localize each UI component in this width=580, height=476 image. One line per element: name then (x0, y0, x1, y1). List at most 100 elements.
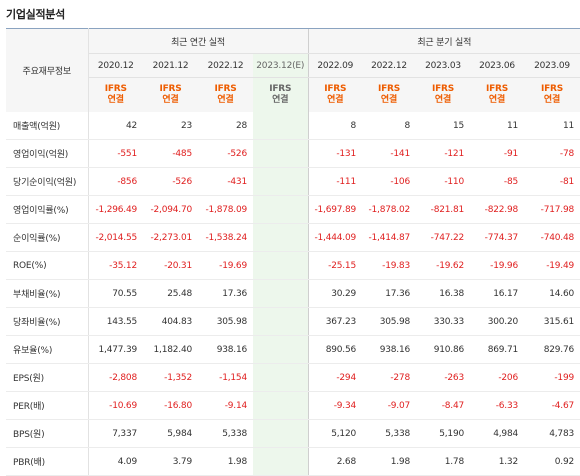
table-cell: -106 (362, 167, 416, 196)
standard-ifrs: IFRS (540, 84, 564, 94)
table-row: ROE(%) -35.12 -20.31 -19.69 -25.15 -19.83 -19.… (6, 251, 580, 280)
table-row: 순이익률(%) -2,014.55 -2,273.01 -1,538.24 -1,444… (6, 223, 580, 252)
table-cell: 42 (88, 112, 143, 140)
table-cell: 4.09 (88, 447, 143, 476)
standard-consolidated: 연결 (380, 95, 398, 105)
table-cell: 23 (143, 112, 198, 140)
table-cell: -4.67 (524, 391, 580, 420)
period-header: 2023.09 (524, 53, 580, 78)
table-cell: 16.17 (470, 279, 524, 308)
row-label: 당기순이익(억원) (6, 167, 89, 196)
table-cell: -9.34 (307, 391, 362, 420)
table-cell: -2,808 (88, 363, 143, 392)
standard-ifrs: IFRS (485, 84, 509, 94)
row-label: 유보율(%) (6, 335, 89, 364)
table-cell: 8 (307, 112, 362, 140)
table-cell: -856 (88, 167, 143, 196)
table-cell: 7,337 (88, 419, 143, 448)
standard-consolidated: 연결 (488, 95, 506, 105)
row-header: 주요재무정보 (6, 28, 89, 112)
table-cell: -81 (524, 167, 580, 196)
table-cell: 17.36 (362, 279, 416, 308)
period-header: 2021.12 (143, 53, 198, 78)
table-cell: 30.29 (307, 279, 362, 308)
row-label: 매출액(억원) (6, 112, 89, 140)
standard-ifrs: IFRS (214, 84, 237, 94)
table-cell: -9.14 (198, 391, 253, 420)
table-cell (253, 279, 308, 308)
table-cell: -1,878.09 (198, 195, 253, 224)
table-cell: -2,273.01 (143, 223, 198, 252)
table-cell: 70.55 (88, 279, 143, 308)
table-cell: -199 (524, 363, 580, 392)
table-cell (253, 307, 308, 336)
accounting-standard: IFRS 연결 (143, 77, 198, 112)
table-cell: -19.49 (524, 251, 580, 280)
row-label: 영업이익률(%) (6, 195, 89, 224)
row-label: BPS(원) (6, 419, 89, 448)
table-cell (253, 167, 308, 196)
table-cell: -141 (362, 139, 416, 168)
table-cell: 5,190 (416, 419, 470, 448)
standard-ifrs: IFRS (104, 84, 127, 94)
table-row: 부채비율(%) 70.55 25.48 17.36 30.29 17.36 16.38 16.… (6, 279, 580, 308)
table-cell: -206 (470, 363, 524, 392)
table-cell: 5,338 (362, 419, 416, 448)
table-cell: -1,878.02 (362, 195, 416, 224)
accounting-standard: IFRS 연결 (198, 77, 253, 112)
table-cell: 315.61 (524, 307, 580, 336)
table-cell: -19.83 (362, 251, 416, 280)
table-cell: 14.60 (524, 279, 580, 308)
table-cell: 367.23 (307, 307, 362, 336)
table-cell (253, 139, 308, 168)
standard-ifrs: IFRS (377, 84, 401, 94)
accounting-standard: IFRS 연결 (88, 77, 143, 112)
table-cell: -35.12 (88, 251, 143, 280)
table-cell: 869.71 (470, 335, 524, 364)
group-quarterly-header: 최근 분기 실적 (307, 28, 580, 54)
accounting-standard: IFRS 연결 (470, 77, 524, 112)
table-cell: -822.98 (470, 195, 524, 224)
accounting-standard: IFRS 연결 (307, 77, 362, 112)
table-cell: 829.76 (524, 335, 580, 364)
table-cell: 5,338 (198, 419, 253, 448)
table-cell: -10.69 (88, 391, 143, 420)
period-header: 2020.12 (88, 53, 143, 78)
table-cell: 910.86 (416, 335, 470, 364)
accounting-standard: IFRS 연결 (253, 77, 308, 112)
table-cell: 25.48 (143, 279, 198, 308)
table-cell: 17.36 (198, 279, 253, 308)
table-cell (253, 363, 308, 392)
table-cell: -78 (524, 139, 580, 168)
table-cell: -1,538.24 (198, 223, 253, 252)
table-cell: 305.98 (362, 307, 416, 336)
standard-row: IFRS 연결 IFRS 연결 IFRS 연결 IFRS 연결 IFRS 연결 IFRS 연결 IFRS… (6, 77, 580, 112)
standard-consolidated: 연결 (107, 95, 124, 105)
table-cell: 1.78 (416, 447, 470, 476)
table-row: 유보율(%) 1,477.39 1,182.40 938.16 890.56 938.16… (6, 335, 580, 364)
table-cell: -294 (307, 363, 362, 392)
standard-consolidated: 연결 (162, 95, 179, 105)
financial-summary-table: 주요재무정보 최근 연간 실적 최근 분기 실적 2020.12 2021.12 2… (6, 28, 580, 476)
table-cell (253, 335, 308, 364)
table-cell: 0.92 (524, 447, 580, 476)
table-cell: 330.33 (416, 307, 470, 336)
period-header: 2023.06 (470, 53, 524, 78)
table-cell: -8.47 (416, 391, 470, 420)
standard-ifrs: IFRS (431, 84, 455, 94)
table-cell: 1.98 (198, 447, 253, 476)
accounting-standard: IFRS 연결 (524, 77, 580, 112)
group-annual-header: 최근 연간 실적 (88, 28, 308, 54)
standard-consolidated: 연결 (327, 95, 344, 105)
table-cell (253, 195, 308, 224)
table-cell: 4,984 (470, 419, 524, 448)
standard-ifrs: IFRS (324, 84, 347, 94)
table-cell: 11 (524, 112, 580, 140)
table-cell: 3.79 (143, 447, 198, 476)
table-cell: 11 (470, 112, 524, 140)
table-cell: -821.81 (416, 195, 470, 224)
table-cell: 1.32 (470, 447, 524, 476)
table-cell: 404.83 (143, 307, 198, 336)
table-cell: 1,477.39 (88, 335, 143, 364)
table-cell: -25.15 (307, 251, 362, 280)
